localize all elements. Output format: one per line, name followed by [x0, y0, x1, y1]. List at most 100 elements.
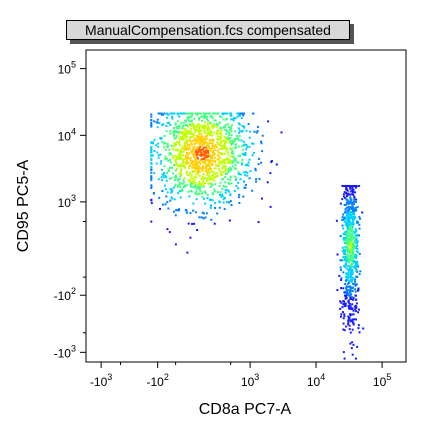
event-point: [252, 151, 255, 154]
event-point: [339, 266, 342, 269]
event-point: [348, 226, 351, 229]
event-point: [198, 131, 201, 134]
event-point: [227, 182, 230, 184]
event-point: [206, 132, 209, 135]
event-point: [351, 225, 354, 228]
event-point: [354, 308, 357, 311]
event-point: [228, 131, 231, 134]
event-point: [195, 198, 198, 201]
event-point: [200, 193, 203, 195]
event-point: [208, 160, 211, 162]
event-point: [191, 113, 194, 116]
event-point: [346, 218, 349, 221]
event-point: [160, 112, 163, 115]
event-point: [222, 166, 225, 169]
event-point: [349, 305, 352, 308]
event-point: [352, 236, 355, 239]
event-point: [164, 141, 167, 144]
event-point: [354, 304, 357, 307]
event-point: [355, 209, 358, 212]
event-point: [196, 156, 199, 159]
event-point: [227, 160, 230, 163]
event-point: [185, 184, 188, 187]
event-point: [208, 164, 211, 167]
event-point: [207, 154, 210, 157]
event-point: [352, 208, 354, 211]
event-point: [180, 132, 183, 134]
event-point: [211, 150, 214, 153]
event-point: [182, 131, 185, 134]
event-point: [175, 163, 178, 166]
event-point: [349, 314, 352, 317]
event-point: [349, 217, 352, 220]
event-point: [210, 162, 213, 165]
event-point: [192, 209, 195, 212]
event-point: [347, 202, 350, 205]
event-point: [350, 279, 353, 282]
event-point: [191, 171, 194, 174]
event-point: [238, 172, 240, 175]
event-point: [163, 146, 166, 149]
event-point: [183, 145, 186, 148]
event-point: [242, 140, 245, 143]
event-point: [227, 130, 230, 133]
event-point: [192, 186, 195, 189]
event-point: [347, 257, 350, 260]
event-point: [205, 156, 208, 159]
event-point: [358, 308, 360, 311]
event-point: [349, 196, 352, 199]
event-point: [254, 169, 257, 172]
event-point: [349, 242, 352, 245]
event-point: [229, 178, 232, 181]
event-point: [352, 323, 355, 326]
event-point: [220, 162, 223, 165]
event-point: [161, 123, 164, 126]
event-point: [229, 137, 232, 139]
event-point: [178, 125, 181, 127]
event-point: [182, 137, 185, 140]
event-point: [351, 341, 354, 344]
event-point: [229, 193, 232, 196]
event-point: [349, 187, 352, 190]
event-point: [223, 162, 226, 164]
event-point: [150, 220, 153, 223]
event-point: [161, 141, 164, 144]
event-point: [233, 117, 235, 120]
event-point: [356, 276, 359, 278]
event-point: [346, 220, 349, 222]
event-point: [195, 149, 198, 152]
event-point: [177, 131, 180, 134]
event-point: [351, 318, 354, 321]
event-point: [260, 161, 263, 164]
event-point: [190, 120, 193, 123]
event-point: [193, 178, 196, 181]
event-point: [349, 298, 352, 301]
event-point: [192, 160, 195, 163]
event-point: [257, 221, 260, 224]
event-point: [195, 164, 198, 167]
event-point: [248, 177, 251, 180]
event-point: [210, 142, 213, 145]
event-point: [224, 176, 227, 179]
tick-label: 103: [241, 372, 259, 389]
event-point: [203, 157, 206, 160]
event-point: [192, 139, 195, 142]
event-point: [171, 112, 174, 115]
event-point: [225, 201, 228, 203]
event-point: [170, 190, 173, 193]
event-point: [224, 172, 227, 175]
event-point: [182, 154, 184, 157]
event-point: [349, 211, 352, 214]
event-point: [199, 151, 202, 154]
event-point: [340, 287, 343, 290]
event-point: [169, 152, 172, 155]
event-point: [191, 180, 194, 183]
event-point: [343, 185, 346, 187]
event-point: [181, 136, 184, 138]
event-point: [352, 185, 355, 187]
event-point: [199, 160, 202, 163]
event-point: [204, 151, 206, 154]
event-point: [198, 182, 201, 185]
event-point: [344, 279, 347, 282]
event-point: [220, 134, 223, 137]
